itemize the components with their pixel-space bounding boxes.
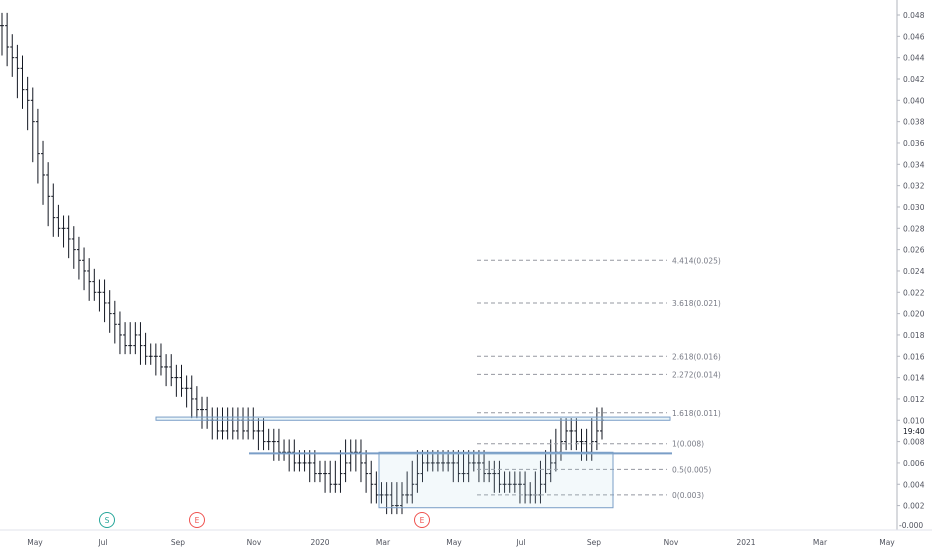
y-tick-label: 0.030 [903,203,925,212]
price-badge-bg [898,426,932,436]
y-tick-label: 0.016 [903,352,925,361]
resistance-zone [155,416,671,421]
x-tick-label: Mar [813,538,828,547]
fib-level-label: 2.618(0.016) [672,352,721,361]
fib-level-label: 2.272(0.014) [672,370,721,379]
fib-level-label: 3.618(0.021) [672,299,721,308]
accumulation-box [378,451,614,509]
fib-level-label: 0.5(0.005) [672,465,711,474]
y-tick-label: 0.022 [903,288,925,297]
x-tick-label: May [446,538,462,547]
price-badge-label: 19:40 [903,427,925,436]
y-tick-label: 0.012 [903,395,925,404]
event-marker-label: E [195,516,200,525]
y-tick-label: 0.046 [903,32,925,41]
ohlc-layer [0,12,604,515]
y-tick-label: 0.006 [903,459,925,468]
event-marker-label: E [420,516,425,525]
x-tick-label: May [879,538,895,547]
y-tick-label-min: -0.000 [899,521,923,530]
x-tick-label: Mar [376,538,391,547]
y-tick-label: 0.038 [903,118,925,127]
event-marker [414,512,430,528]
y-tick-label: 0.008 [903,438,925,447]
x-tick-label: Sep [587,538,601,547]
y-tick-label: 0.042 [903,75,925,84]
y-tick-label: 0.036 [903,139,925,148]
y-tick-label: 0.026 [903,246,925,255]
fib-level-label: 0(0.003) [672,491,704,500]
x-tick-label: Nov [664,538,679,547]
fib-level-label: 1.618(0.011) [672,409,721,418]
y-tick-label: 0.024 [903,267,925,276]
event-marker [189,512,205,528]
x-tick-label: May [27,538,43,547]
y-tick-label: 0.002 [903,502,925,511]
fib-level-label: 4.414(0.025) [672,256,721,265]
y-tick-label: 0.010 [903,416,925,425]
x-tick-label: 2021 [736,538,755,547]
x-tick-label: Jul [515,538,525,547]
y-tick-label: 0.028 [903,224,925,233]
x-tick-label: Jul [97,538,107,547]
y-tick-label: 0.044 [903,54,925,63]
x-tick-label: Nov [247,538,262,547]
overlay-layer: 4.414(0.025) 3.618(0.021) 2.618(0.016) 2.27… [99,256,721,528]
y-tick-label: 0.020 [903,310,925,319]
event-marker [99,512,115,528]
y-tick-label: 0.004 [903,480,925,489]
y-tick-label: 0.018 [903,331,925,340]
x-tick-label: 2020 [310,538,329,547]
y-tick-label: 0.034 [903,160,925,169]
y-tick-label: 0.040 [903,96,925,105]
event-marker-label: S [105,516,110,525]
fib-level-label: 1(0.008) [672,440,704,449]
y-tick-label: 0.032 [903,182,925,191]
y-tick-label: 0.014 [903,374,925,383]
x-tick-label: Sep [171,538,185,547]
y-tick-label: 0.048 [903,11,925,20]
